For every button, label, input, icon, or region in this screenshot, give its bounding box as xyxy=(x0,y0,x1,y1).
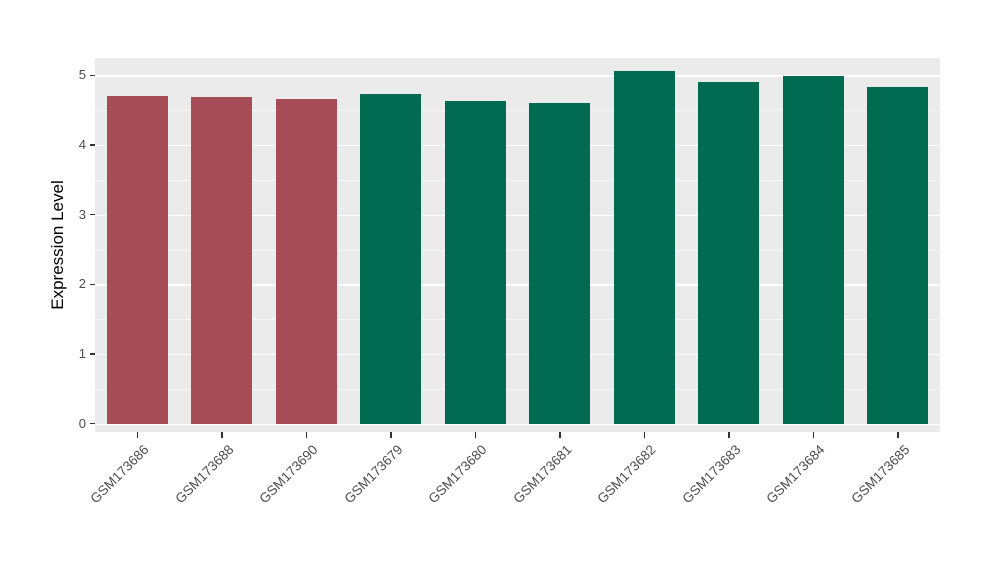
x-tick-mark xyxy=(728,432,730,438)
gridline-major xyxy=(95,75,940,77)
x-tick-label: GSM173680 xyxy=(425,442,490,507)
gridline-major xyxy=(95,145,940,147)
bar-GSM173690 xyxy=(275,99,337,424)
x-tick-mark xyxy=(305,432,307,438)
x-tick-label: GSM173681 xyxy=(510,442,575,507)
y-tick-label: 0 xyxy=(78,415,86,431)
x-tick-label: GSM173685 xyxy=(848,442,913,507)
x-tick-mark xyxy=(390,432,392,438)
x-tick-mark xyxy=(221,432,223,438)
bar-GSM173680 xyxy=(444,101,506,424)
x-tick-label: GSM173683 xyxy=(679,442,744,507)
x-tick-mark xyxy=(643,432,645,438)
gridline-major xyxy=(95,423,940,426)
gridline-major xyxy=(95,284,940,286)
x-tick-mark xyxy=(474,432,476,438)
gridline-minor xyxy=(95,179,940,181)
gridline-major xyxy=(95,214,940,217)
gridline-major xyxy=(95,353,940,356)
x-tick-mark xyxy=(812,432,814,438)
bar-GSM173685 xyxy=(867,87,929,424)
x-tick-label: GSM173688 xyxy=(172,442,237,507)
plot-panel xyxy=(95,58,940,432)
x-tick-label: GSM173684 xyxy=(763,442,828,507)
bar-GSM173683 xyxy=(698,82,760,424)
x-tick-label: GSM173690 xyxy=(256,442,321,507)
bar-GSM173681 xyxy=(529,102,591,424)
bar-GSM173679 xyxy=(360,94,422,424)
y-tick-label: 5 xyxy=(78,67,86,83)
y-tick-label: 1 xyxy=(78,345,86,361)
x-tick-label: GSM173686 xyxy=(87,442,152,507)
x-tick-mark xyxy=(897,432,899,438)
y-tick-label: 4 xyxy=(78,137,86,153)
bar-GSM173688 xyxy=(191,97,253,424)
x-tick-label: GSM173682 xyxy=(594,442,659,507)
gridline-minor xyxy=(95,249,940,251)
bar-GSM173682 xyxy=(613,71,675,424)
gridline-minor xyxy=(95,319,940,320)
x-tick-mark xyxy=(136,432,138,438)
x-tick-label: GSM173679 xyxy=(341,442,406,507)
bar-GSM173684 xyxy=(782,76,844,424)
gridline-minor xyxy=(95,110,940,111)
x-tick-mark xyxy=(559,432,561,438)
bar-GSM173686 xyxy=(106,96,168,424)
y-axis-title: Expression Level xyxy=(48,180,67,310)
gridline-minor xyxy=(95,388,940,390)
